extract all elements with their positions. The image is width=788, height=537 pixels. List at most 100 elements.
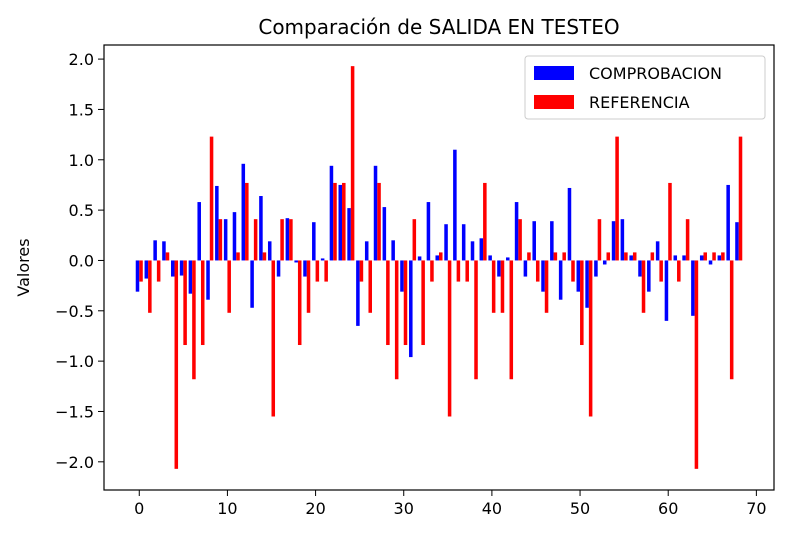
bar-comprobacion-56 (629, 255, 633, 261)
bar-comprobacion-66 (717, 255, 722, 261)
bar-referencia-3 (165, 252, 170, 261)
bar-referencia-52 (597, 219, 602, 261)
bar-comprobacion-35 (444, 224, 448, 261)
bar-comprobacion-49 (567, 187, 572, 261)
bar-comprobacion-4 (171, 260, 175, 277)
bar-comprobacion-24 (347, 208, 351, 261)
bar-referencia-2 (156, 260, 161, 282)
bar-comprobacion-30 (400, 260, 404, 292)
y-tick-label: −2.0 (55, 453, 94, 472)
bar-comprobacion-7 (197, 202, 201, 261)
y-tick-label: −1.0 (55, 352, 94, 371)
bar-referencia-27 (377, 182, 381, 261)
bar-referencia-11 (236, 252, 240, 261)
bar-referencia-12 (245, 182, 249, 261)
bar-comprobacion-68 (735, 222, 739, 261)
bar-referencia-59 (659, 260, 663, 282)
bar-comprobacion-21 (320, 258, 325, 261)
x-tick-label: 20 (305, 499, 325, 518)
bar-comprobacion-33 (426, 202, 431, 261)
bar-comprobacion-22 (329, 165, 334, 261)
bar-comprobacion-67 (726, 184, 730, 261)
bar-comprobacion-32 (417, 256, 422, 261)
bar-comprobacion-53 (602, 260, 607, 265)
x-tick-label: 30 (394, 499, 414, 518)
bar-referencia-15 (271, 260, 276, 417)
y-tick-label: −1.5 (55, 402, 94, 421)
bar-comprobacion-37 (461, 224, 466, 261)
bar-referencia-24 (350, 66, 355, 261)
bar-referencia-41 (500, 260, 505, 313)
bar-referencia-61 (677, 260, 681, 282)
bar-comprobacion-36 (453, 149, 457, 261)
bar-comprobacion-13 (250, 260, 254, 308)
y-tick-label: −0.5 (55, 302, 94, 321)
bar-comprobacion-14 (259, 196, 263, 261)
bar-comprobacion-39 (479, 238, 484, 261)
bar-referencia-25 (359, 260, 364, 282)
y-tick-label: 0.5 (69, 201, 94, 220)
bar-comprobacion-45 (532, 221, 536, 261)
bar-referencia-9 (218, 219, 223, 261)
bar-comprobacion-28 (382, 207, 387, 261)
bar-comprobacion-9 (215, 185, 219, 261)
bar-referencia-35 (447, 260, 452, 417)
bar-referencia-50 (580, 260, 584, 346)
bar-comprobacion-40 (488, 255, 492, 261)
x-tick-label: 0 (134, 499, 144, 518)
bar-comprobacion-61 (673, 255, 678, 261)
bar-referencia-19 (306, 260, 311, 313)
bar-referencia-10 (227, 260, 231, 313)
bar-comprobacion-65 (708, 260, 713, 265)
bar-referencia-23 (342, 182, 346, 261)
bar-referencia-16 (280, 219, 284, 261)
plot-frame (103, 44, 775, 491)
bar-referencia-49 (571, 260, 575, 282)
bar-comprobacion-63 (691, 260, 695, 316)
bar-referencia-14 (262, 252, 267, 261)
bar-comprobacion-8 (206, 260, 210, 300)
bar-referencia-8 (209, 136, 214, 261)
bar-comprobacion-17 (285, 218, 290, 261)
bar-comprobacion-34 (435, 255, 439, 261)
bar-comprobacion-50 (576, 260, 581, 292)
bar-referencia-62 (685, 219, 690, 261)
bar-comprobacion-10 (223, 219, 228, 261)
bar-referencia-26 (368, 260, 372, 313)
bar-comprobacion-54 (611, 221, 616, 261)
bar-referencia-31 (412, 219, 417, 261)
bar-referencia-48 (562, 252, 566, 261)
bar-referencia-46 (544, 260, 549, 313)
bar-comprobacion-27 (373, 165, 378, 261)
y-tick-label: 0.0 (69, 251, 94, 270)
bar-referencia-6 (192, 260, 196, 380)
bar-referencia-0 (139, 260, 143, 282)
bar-referencia-68 (738, 136, 743, 261)
legend-label-0: COMPROBACION (589, 64, 722, 83)
bar-comprobacion-47 (550, 221, 554, 261)
bar-comprobacion-58 (647, 260, 651, 292)
bar-comprobacion-41 (497, 260, 501, 277)
bar-referencia-51 (588, 260, 593, 417)
bar-comprobacion-48 (558, 260, 563, 300)
bar-referencia-57 (641, 260, 646, 313)
chart-title: Comparación de SALIDA EN TESTEO (258, 15, 619, 39)
x-tick-label: 40 (482, 499, 502, 518)
y-tick-label: 1.0 (69, 151, 94, 170)
legend-label-1: REFERENCIA (589, 93, 690, 112)
bar-comprobacion-51 (585, 260, 589, 308)
bar-referencia-7 (200, 260, 205, 346)
bar-referencia-56 (632, 252, 637, 261)
bar-comprobacion-31 (409, 260, 413, 358)
bar-comprobacion-29 (391, 240, 395, 261)
bar-referencia-32 (421, 260, 425, 346)
bar-comprobacion-2 (153, 240, 157, 261)
bar-referencia-4 (174, 260, 179, 469)
bar-referencia-17 (289, 219, 293, 261)
x-tick-label: 10 (217, 499, 237, 518)
bar-referencia-53 (606, 252, 611, 261)
y-axis: −2.0 −1.5 −1.0 −0.5 0.0 0.5 1.0 1.5 2.0 (55, 50, 104, 472)
bar-comprobacion-3 (162, 241, 166, 261)
y-tick-label: 1.5 (69, 100, 94, 119)
bar-comprobacion-25 (356, 260, 360, 326)
